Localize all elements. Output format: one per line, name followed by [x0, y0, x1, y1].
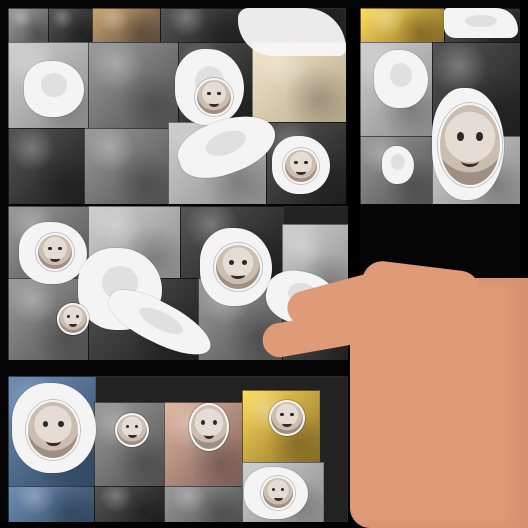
face-7 — [26, 400, 80, 460]
photo-tile-13 — [360, 8, 446, 44]
top-right-panel — [360, 8, 520, 204]
hand-thumb — [360, 258, 482, 314]
white-smudge-7 — [382, 146, 414, 184]
face-9 — [189, 403, 229, 451]
top-cloud — [238, 8, 346, 56]
photo-tile-33 — [164, 486, 244, 522]
photo-tile-2 — [48, 8, 94, 44]
face-2 — [283, 148, 319, 184]
white-smudge-1 — [24, 61, 84, 117]
face-5 — [214, 243, 262, 291]
photo-tile-32 — [94, 486, 166, 522]
top-left-panel — [8, 8, 346, 204]
photo-tile-1 — [8, 8, 50, 44]
white-smudge-8 — [444, 8, 518, 38]
white-smudge-5 — [374, 50, 428, 108]
photo-tile-8 — [252, 42, 346, 124]
face-1 — [195, 78, 233, 116]
face-3 — [438, 103, 502, 187]
face-4 — [36, 233, 74, 271]
photo-tile-6 — [88, 42, 180, 130]
photo-tile-31 — [8, 486, 96, 522]
right-gap — [520, 0, 528, 528]
bottom-gap — [0, 522, 528, 528]
hand — [283, 258, 528, 528]
photo-tile-9 — [8, 128, 86, 204]
separator-bar — [8, 360, 392, 376]
photo-tile-10 — [84, 128, 170, 204]
face-6 — [57, 303, 89, 335]
photo-tile-4 — [160, 8, 248, 44]
face-8 — [115, 413, 149, 447]
face-11 — [261, 476, 295, 510]
photo-tile-3 — [92, 8, 162, 44]
face-10 — [269, 400, 305, 436]
bottom-panel — [8, 376, 348, 522]
